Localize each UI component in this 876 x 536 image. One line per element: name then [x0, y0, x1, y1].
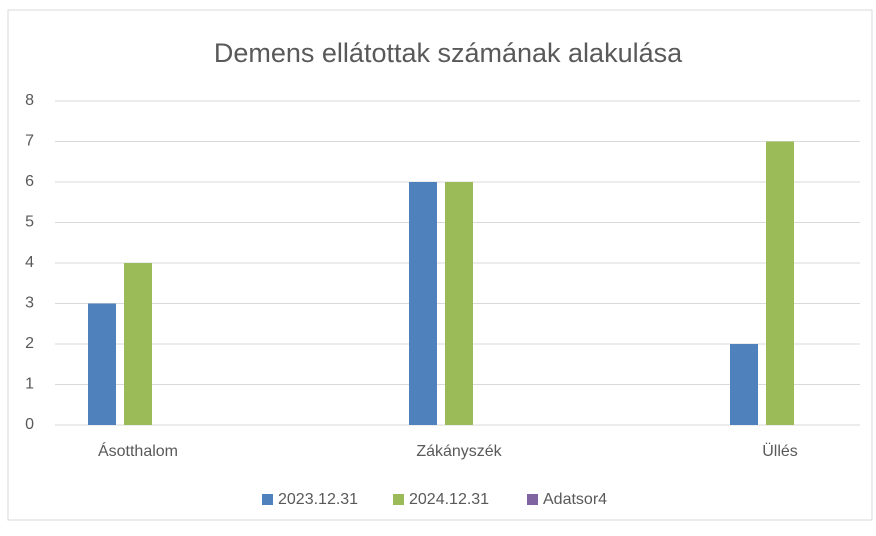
chart-title: Demens ellátottak számának alakulása — [214, 38, 683, 68]
x-tick-label: Zákányszék — [416, 443, 502, 460]
bar — [409, 182, 437, 425]
bar — [124, 263, 152, 425]
x-tick-label: Ásotthalom — [98, 441, 178, 460]
legend-swatch — [393, 494, 404, 505]
x-tick-label: Üllés — [762, 442, 798, 460]
y-tick-label: 7 — [25, 133, 34, 150]
y-tick-label: 3 — [25, 295, 34, 312]
bar — [445, 182, 473, 425]
bar — [88, 303, 116, 425]
legend-label: 2024.12.31 — [409, 491, 489, 508]
y-tick-label: 5 — [25, 214, 34, 231]
y-tick-label: 4 — [25, 254, 34, 271]
legend-label: Adatsor4 — [543, 491, 607, 508]
bar — [730, 344, 758, 425]
legend-label: 2023.12.31 — [278, 491, 358, 508]
y-tick-label: 8 — [25, 92, 34, 109]
y-tick-label: 2 — [25, 335, 34, 352]
bar — [766, 141, 794, 425]
legend-swatch — [262, 494, 273, 505]
y-tick-label: 6 — [25, 173, 34, 190]
y-tick-label: 0 — [25, 416, 34, 433]
legend-swatch — [527, 494, 538, 505]
y-tick-label: 1 — [25, 376, 34, 393]
